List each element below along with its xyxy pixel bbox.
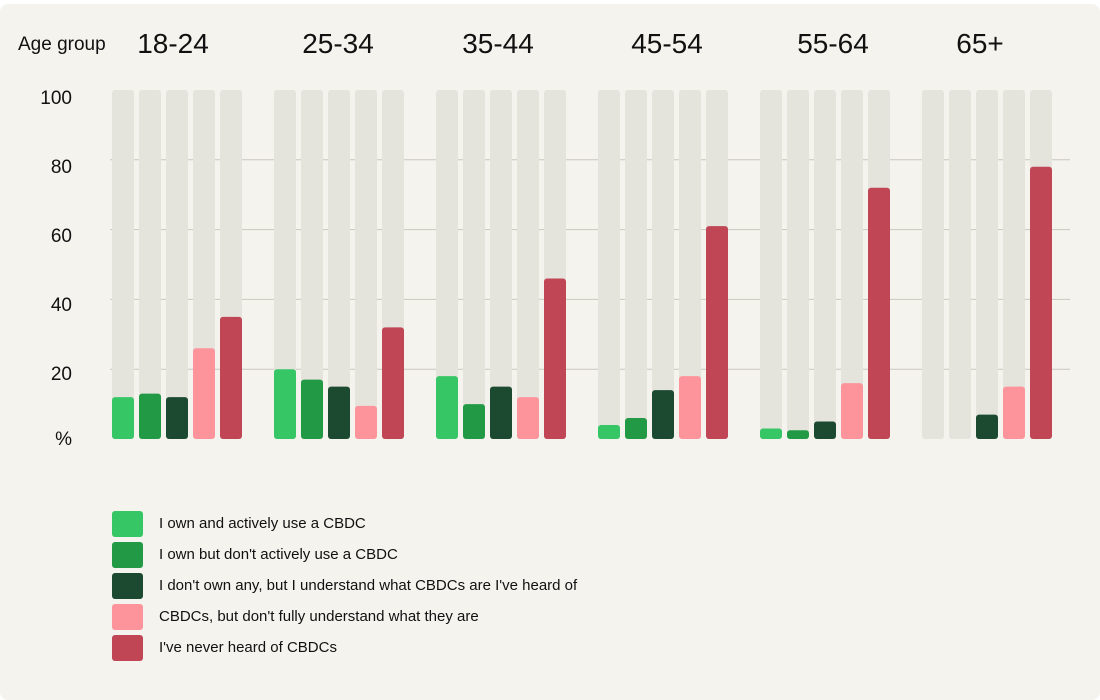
bar-track-25-34-s4	[355, 90, 377, 439]
bar-track-35-44-s3	[490, 90, 512, 439]
bar-55-64-s4	[841, 383, 863, 439]
legend-swatch	[112, 511, 143, 537]
y-tick-40: 40	[50, 295, 72, 316]
bar-55-64-s5	[868, 187, 890, 439]
bar-track-65-s2	[949, 90, 971, 439]
bar-track-55-64-s1	[760, 90, 782, 439]
bar-45-54-s4	[679, 376, 701, 439]
bar-45-54-s3	[652, 390, 674, 439]
bar-track-55-64-s2	[787, 90, 809, 439]
bar-25-34-s2	[301, 379, 323, 439]
bar-18-24-s3	[166, 397, 188, 439]
bar-track-25-34-s3	[328, 90, 350, 439]
bar-track-35-44-s4	[517, 90, 539, 439]
bar-track-45-54-s1	[598, 90, 620, 439]
bar-track-25-34-s2	[301, 90, 323, 439]
bar-25-34-s3	[328, 386, 350, 439]
legend-label: I own and actively use a CBDC	[159, 515, 366, 532]
bar-track-65-s4	[1003, 90, 1025, 439]
bar-65-s5	[1030, 166, 1052, 439]
bar-track-55-64-s3	[814, 90, 836, 439]
bar-35-44-s3	[490, 386, 512, 439]
bar-25-34-s1	[274, 369, 296, 439]
group-label-18-24: 18-24	[137, 28, 209, 59]
bar-18-24-s4	[193, 348, 215, 439]
bar-track-18-24-s1	[112, 90, 134, 439]
bar-45-54-s1	[598, 425, 620, 439]
legend-label: I own but don't actively use a CBDC	[159, 546, 398, 563]
y-tick-60: 60	[50, 226, 72, 247]
group-label-65-plus: 65+	[956, 28, 1004, 59]
legend-swatch	[112, 604, 143, 630]
bar-track-18-24-s2	[139, 90, 161, 439]
bar-18-24-s2	[139, 393, 161, 439]
bar-55-64-s1	[760, 428, 782, 439]
legend-label: I've never heard of CBDCs	[159, 639, 337, 656]
bar-18-24-s1	[112, 397, 134, 439]
bar-45-54-s2	[625, 418, 647, 439]
bar-35-44-s4	[517, 397, 539, 439]
x-axis-title: Age group	[18, 34, 106, 55]
bar-25-34-s5	[382, 327, 404, 439]
group-label-55-64: 55-64	[797, 28, 869, 59]
y-tick-100: 100	[40, 88, 72, 109]
bar-35-44-s1	[436, 376, 458, 439]
legend-label: CBDCs, but don't fully understand what t…	[159, 608, 479, 625]
bar-track-65-s3	[976, 90, 998, 439]
bar-18-24-s5	[220, 316, 242, 439]
group-label-25-34: 25-34	[302, 28, 374, 59]
bar-track-45-54-s2	[625, 90, 647, 439]
bar-track-45-54-s3	[652, 90, 674, 439]
bar-55-64-s2	[787, 430, 809, 439]
group-label-45-54: 45-54	[631, 28, 703, 59]
legend-swatch	[112, 542, 143, 568]
legend-label: I don't own any, but I understand what C…	[159, 577, 578, 594]
bar-25-34-s4	[355, 405, 377, 439]
bar-track-65-s1	[922, 90, 944, 439]
y-tick-80: 80	[50, 157, 72, 178]
bar-55-64-s3	[814, 421, 836, 439]
bar-65-s4	[1003, 386, 1025, 439]
bar-65-s3	[976, 414, 998, 439]
bar-track-45-54-s4	[679, 90, 701, 439]
legend-swatch	[112, 635, 143, 661]
bar-35-44-s5	[544, 278, 566, 439]
bar-track-35-44-s1	[436, 90, 458, 439]
y-tick-20: 20	[50, 364, 72, 385]
bar-track-55-64-s4	[841, 90, 863, 439]
bar-track-18-24-s3	[166, 90, 188, 439]
bar-35-44-s2	[463, 404, 485, 439]
bar-track-25-34-s1	[274, 90, 296, 439]
bar-45-54-s5	[706, 226, 728, 439]
legend-swatch	[112, 573, 143, 599]
bar-track-35-44-s2	[463, 90, 485, 439]
group-label-35-44: 35-44	[462, 28, 534, 59]
y-unit-label: %	[55, 429, 72, 450]
